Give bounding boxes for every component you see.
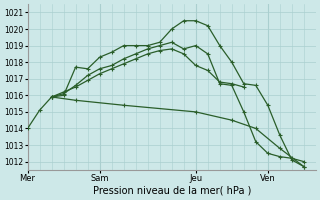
X-axis label: Pression niveau de la mer( hPa ): Pression niveau de la mer( hPa ) — [92, 186, 251, 196]
